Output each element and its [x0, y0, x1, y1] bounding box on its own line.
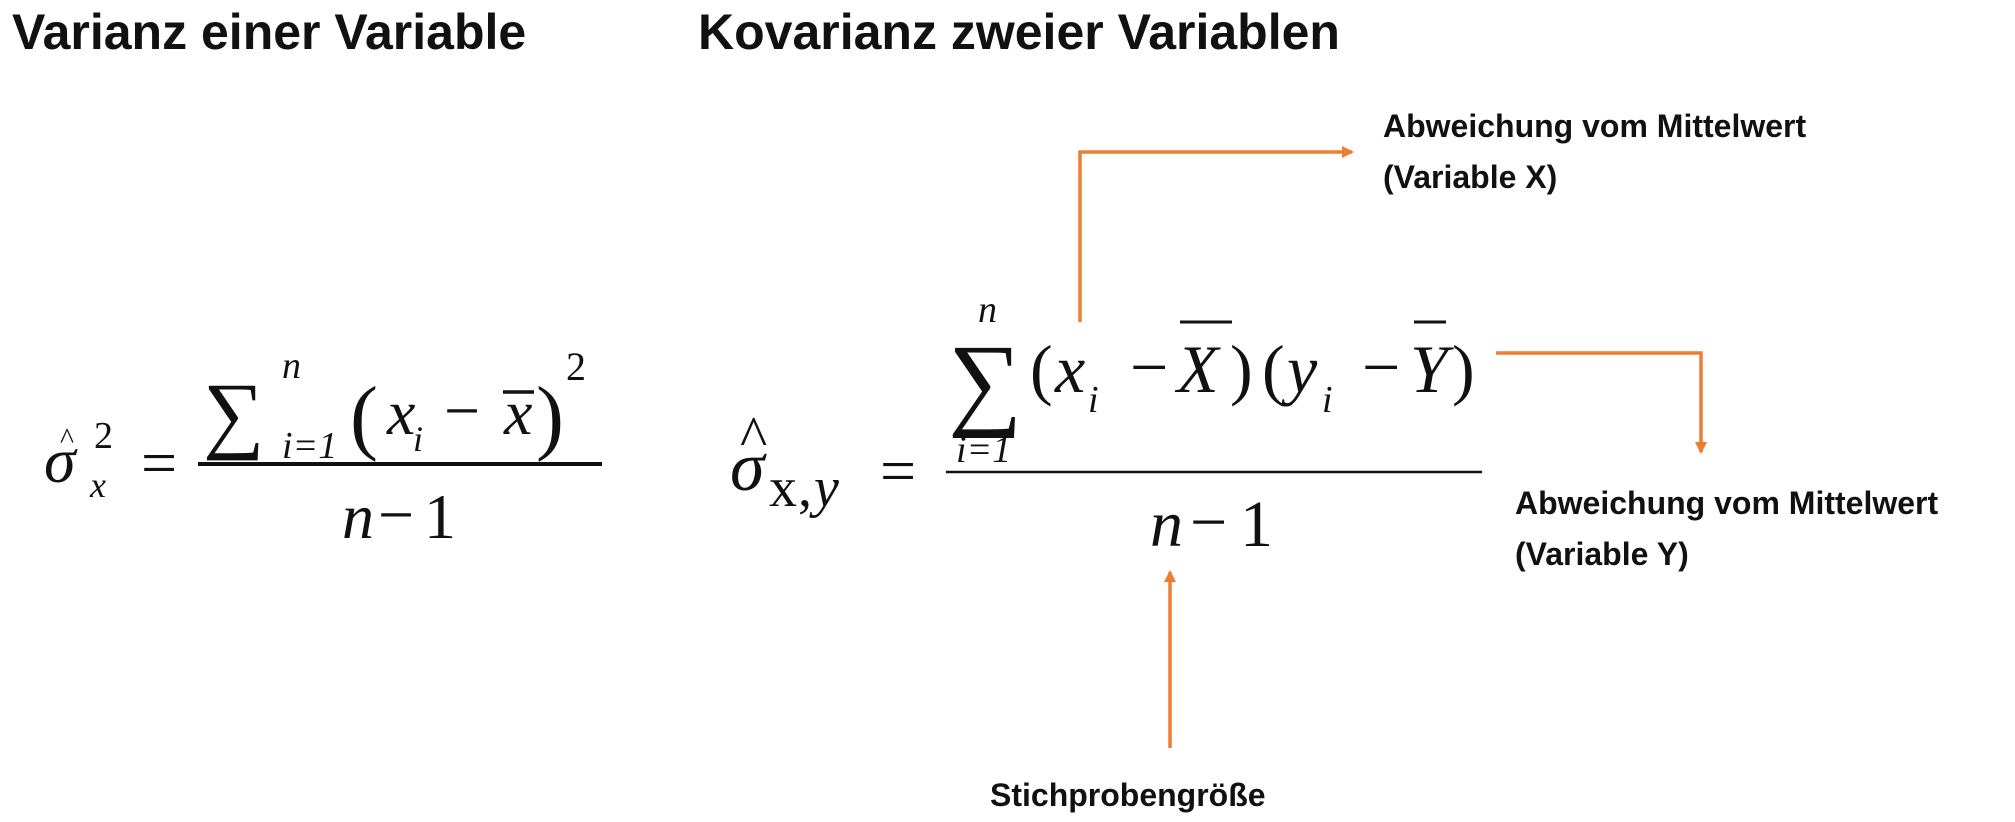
covariance-sum-symbol: ∑ [948, 324, 1022, 439]
variance-exponent-two: 2 [566, 344, 586, 389]
arrow-deviation-y [1496, 351, 1707, 454]
covariance-x-var: x [1054, 331, 1085, 407]
arrow-deviation-x [1078, 146, 1354, 322]
deviation-y-line2: (Variable Y) [1515, 536, 1689, 572]
covariance-den-one: 1 [1240, 488, 1273, 561]
covariance-title: Kovarianz zweier Variablen [698, 4, 1340, 60]
variance-minus: − [444, 375, 480, 446]
covariance-index-i-1: i [1088, 379, 1099, 421]
covariance-sum-lower: i=1 [956, 429, 1011, 471]
sample-size-label: Stichprobengröße [990, 777, 1266, 813]
covariance-mean-X: X [1174, 331, 1221, 407]
deviation-y-line1: Abweichung vom Mittelwert [1515, 485, 1939, 521]
variance-sum-lower: i=1 [282, 425, 337, 467]
covariance-sigma: σ [730, 429, 767, 506]
covariance-sigma-hat: ^ [740, 404, 767, 469]
variance-title: Varianz einer Variable [12, 4, 527, 60]
covariance-close-paren-2: ) [1452, 331, 1475, 407]
covariance-minus-2: − [1362, 329, 1400, 405]
covariance-close-paren-1: ) [1230, 331, 1253, 407]
covariance-open-paren-1: ( [1030, 331, 1053, 407]
covariance-den-minus: − [1190, 486, 1227, 559]
covariance-equals: = [880, 435, 916, 506]
deviation-x-line1: Abweichung vom Mittelwert [1383, 108, 1807, 144]
covariance-formula: σ ^ x , y = n ∑ i=1 ( x i − X ) ( y i − … [730, 289, 1475, 561]
covariance-mean-Y: Y [1410, 331, 1454, 407]
variance-den-n: n [342, 481, 374, 552]
covariance-sum-upper: n [978, 289, 997, 331]
variance-close-paren: ) [536, 370, 564, 463]
covariance-open-paren-2: ( [1262, 331, 1285, 407]
covariance-den-n: n [1150, 488, 1183, 561]
covariance-index-i-2: i [1322, 379, 1333, 421]
covariance-minus-1: − [1130, 329, 1168, 405]
covariance-sub-y: y [809, 457, 839, 519]
variance-index-i: i [413, 419, 423, 459]
variance-sup-two: 2 [94, 415, 113, 457]
variance-den-one: 1 [424, 481, 456, 552]
deviation-x-line2: (Variable X) [1383, 159, 1558, 195]
variance-formula: σ ^ 2 x = ∑ n i=1 ( x i − x ) 2 n − 1 [44, 344, 602, 552]
variance-sub-x: x [89, 465, 106, 505]
covariance-sub-comma: , [798, 457, 812, 519]
variance-sum-symbol: ∑ [203, 365, 264, 461]
variance-open-paren: ( [350, 370, 378, 463]
variance-sum-upper: n [282, 345, 301, 387]
variance-sigma: σ [44, 425, 78, 496]
variance-den-minus: − [378, 479, 414, 550]
covariance-sub-x: x [769, 457, 797, 519]
deviation-y-label: Abweichung vom Mittelwert (Variable Y) [1515, 478, 1938, 580]
variance-sigma-hat: ^ [60, 422, 74, 455]
deviation-x-label: Abweichung vom Mittelwert (Variable X) [1383, 101, 1806, 203]
variance-equals: = [141, 427, 177, 498]
covariance-y-var: y [1281, 331, 1318, 407]
variance-mean-x: x [503, 377, 532, 448]
variance-x-var: x [386, 377, 415, 448]
